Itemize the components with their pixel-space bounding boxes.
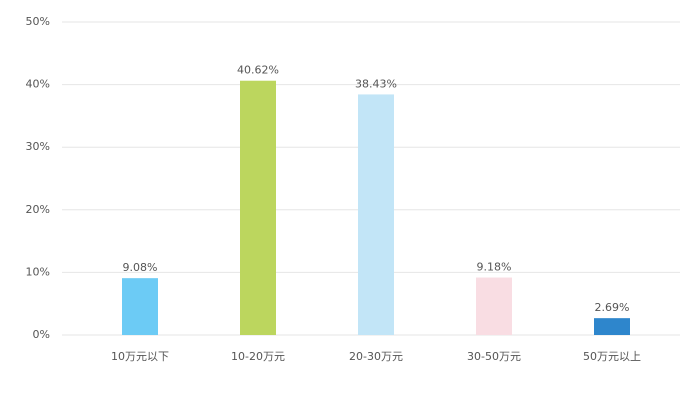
x-tick-label: 50万元以上 <box>583 350 641 363</box>
bar <box>122 278 158 335</box>
y-tick-label: 20% <box>26 203 50 216</box>
value-label: 38.43% <box>355 77 397 90</box>
value-label: 9.18% <box>477 261 512 274</box>
x-tick-label: 10万元以下 <box>111 350 169 363</box>
x-tick-label: 10-20万元 <box>231 350 285 363</box>
x-tick-label: 30-50万元 <box>467 350 521 363</box>
y-tick-label: 40% <box>26 78 50 91</box>
value-label: 2.69% <box>595 301 630 314</box>
y-tick-label: 30% <box>26 140 50 153</box>
value-label: 9.08% <box>123 261 158 274</box>
x-tick-label: 20-30万元 <box>349 350 403 363</box>
value-label: 40.62% <box>237 64 279 77</box>
bar <box>358 94 394 336</box>
bar <box>594 318 630 335</box>
y-tick-label: 10% <box>26 265 50 278</box>
bar <box>476 277 512 335</box>
y-tick-label: 0% <box>33 328 50 341</box>
y-tick-label: 50% <box>26 15 50 28</box>
bar <box>240 80 276 335</box>
